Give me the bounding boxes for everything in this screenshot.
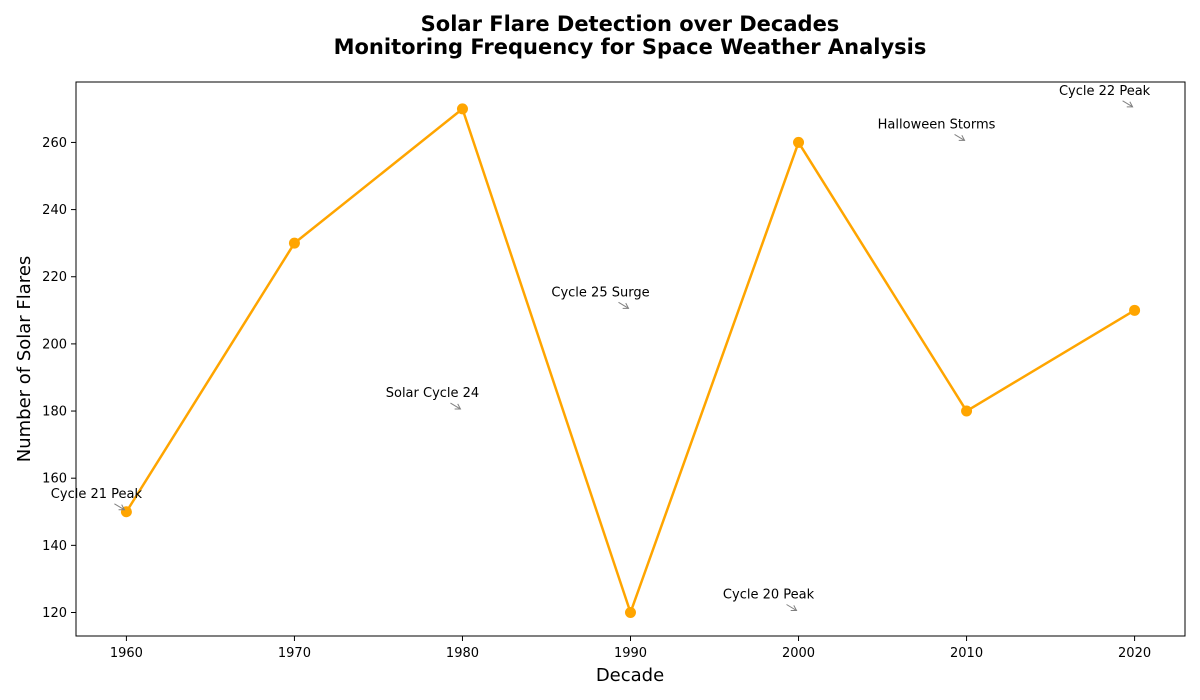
data-point: [120, 506, 132, 518]
x-tick-label: 1990: [614, 646, 647, 661]
annotation-arrowhead: [622, 302, 630, 309]
y-tick-label: 160: [42, 472, 67, 487]
chart-title-line-1: Solar Flare Detection over Decades: [421, 12, 840, 36]
annotation-arrow: [786, 604, 797, 611]
annotation-arrowhead: [790, 605, 798, 611]
plot-area: 1960 1970 1980 1990 2000 2010 2020 120 140 160 180…: [42, 81, 1186, 661]
annotation-arrow: [450, 402, 461, 410]
x-tick-label: 2010: [950, 646, 983, 661]
plot-frame: [75, 81, 1186, 637]
annotation-label: Cycle 21 Peak: [51, 487, 143, 502]
y-tick-label: 120: [42, 606, 67, 621]
annotation-arrow: [114, 503, 125, 511]
y-tick-label: 200: [42, 337, 67, 352]
x-tick-label: 1970: [278, 646, 311, 661]
x-tick-label: 2020: [1118, 646, 1151, 661]
x-tick-label: 1980: [446, 646, 479, 661]
y-tick-label: 140: [42, 539, 67, 554]
annotation-arrow: [618, 301, 629, 309]
annotation-arrowhead: [1126, 101, 1134, 108]
annotation-label: Solar Cycle 24: [386, 386, 479, 401]
annotation-arrowhead: [958, 135, 966, 141]
annotation-label: Halloween Storms: [878, 117, 996, 132]
annotation-label: Cycle 22 Peak: [1059, 84, 1151, 99]
data-point: [456, 103, 468, 115]
data-point: [961, 405, 973, 417]
x-axis-label: Decade: [596, 665, 664, 686]
data-point: [1129, 304, 1141, 316]
annotation-label: Cycle 20 Peak: [723, 587, 815, 602]
data-point: [793, 136, 805, 148]
y-tick-label: 240: [42, 203, 67, 218]
annotation-label: Cycle 25 Surge: [551, 285, 649, 300]
x-tick-label: 2000: [782, 646, 815, 661]
annotation-arrow: [954, 134, 965, 141]
y-tick-label: 260: [42, 136, 67, 151]
annotation-arrowhead: [454, 403, 462, 410]
y-tick-label: 220: [42, 270, 67, 285]
annotation-arrow: [1122, 100, 1133, 108]
data-point: [288, 237, 300, 249]
chart-title-line-2: Monitoring Frequency for Space Weather A…: [334, 35, 927, 59]
y-tick-label: 180: [42, 405, 67, 420]
data-point: [625, 606, 636, 618]
series-line: [125, 107, 1136, 614]
x-tick-label: 1960: [110, 646, 143, 661]
y-axis-label: Number of Solar Flares: [14, 256, 35, 463]
annotation-arrowhead: [118, 504, 126, 511]
